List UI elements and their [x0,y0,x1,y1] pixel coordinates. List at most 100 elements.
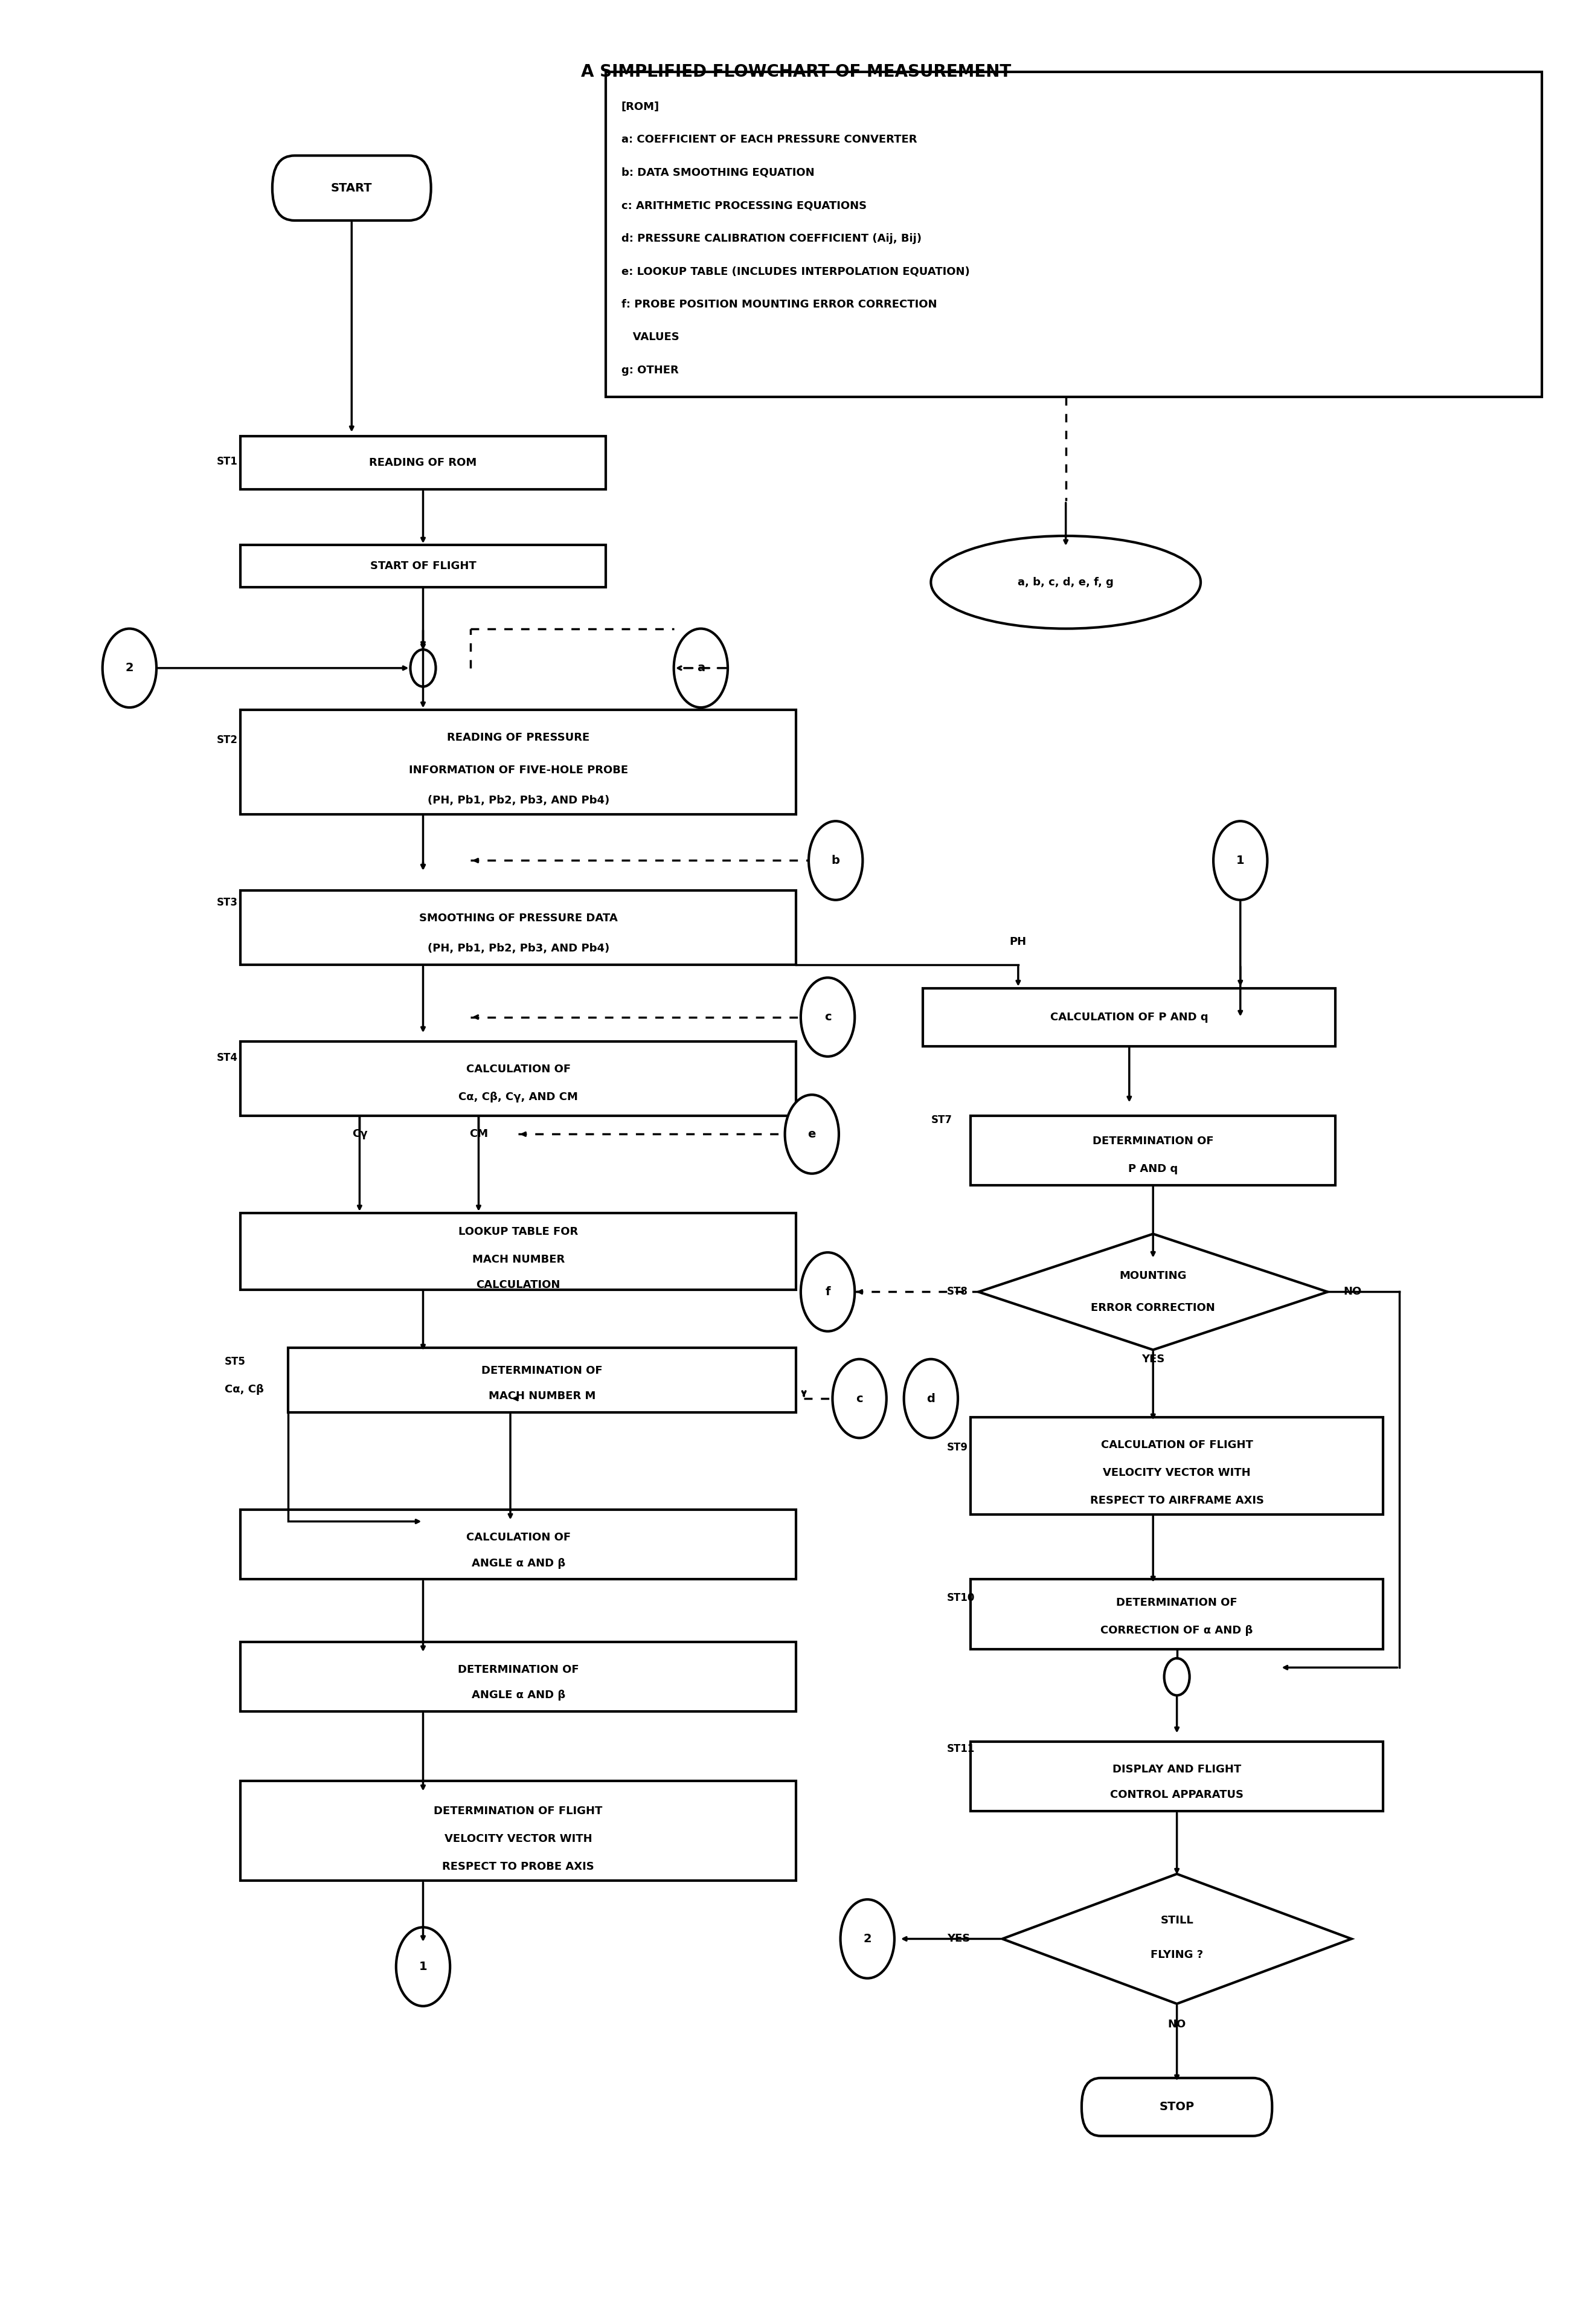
Text: DETERMINATION OF: DETERMINATION OF [1092,1136,1213,1146]
Circle shape [411,648,436,686]
Circle shape [801,978,855,1057]
Text: ST1: ST1 [217,456,237,467]
Circle shape [102,627,156,706]
Bar [240,709,796,813]
Text: c: c [856,1392,863,1404]
Text: CM: CM [470,1129,489,1139]
Text: CALCULATION: CALCULATION [476,1281,560,1290]
Bar [240,1780,796,1880]
Text: ST3: ST3 [217,897,237,909]
Text: DETERMINATION OF: DETERMINATION OF [457,1664,579,1676]
Text: ST5: ST5 [224,1355,245,1367]
Text: YES: YES [1141,1353,1165,1364]
Text: STOP: STOP [1159,2101,1194,2113]
Text: MACH NUMBER: MACH NUMBER [471,1255,565,1264]
Text: ST8: ST8 [947,1287,968,1297]
Circle shape [673,627,728,706]
Text: ST2: ST2 [217,734,237,746]
Circle shape [904,1360,958,1439]
Text: Cα, Cβ: Cα, Cβ [224,1383,264,1394]
Circle shape [801,1253,855,1332]
Bar [971,1418,1383,1515]
Bar [971,1116,1336,1185]
Text: e: e [807,1129,817,1139]
Polygon shape [979,1234,1328,1350]
Text: f: f [825,1285,831,1297]
Text: READING OF ROM: READING OF ROM [369,458,478,467]
Ellipse shape [931,537,1200,627]
Circle shape [841,1899,895,1978]
Text: c: ARITHMETIC PROCESSING EQUATIONS: c: ARITHMETIC PROCESSING EQUATIONS [621,200,866,211]
Polygon shape [1003,1873,1352,2003]
Text: e: LOOKUP TABLE (INCLUDES INTERPOLATION EQUATION): e: LOOKUP TABLE (INCLUDES INTERPOLATION … [621,265,970,277]
Text: STILL: STILL [1161,1915,1194,1927]
Bar [240,1213,796,1290]
Circle shape [785,1095,839,1174]
Text: CALCULATION OF: CALCULATION OF [466,1064,570,1074]
Text: VELOCITY VECTOR WITH: VELOCITY VECTOR WITH [1103,1466,1251,1478]
Text: 2: 2 [863,1934,871,1945]
Text: c: c [825,1011,831,1023]
Circle shape [1213,820,1267,899]
Text: SMOOTHING OF PRESSURE DATA: SMOOTHING OF PRESSURE DATA [419,913,618,925]
Text: 1: 1 [419,1961,427,1973]
Text: CALCULATION OF P AND q: CALCULATION OF P AND q [1051,1011,1208,1023]
Text: P AND q: P AND q [1129,1164,1178,1174]
Text: Cγ: Cγ [352,1129,368,1139]
Text: START OF FLIGHT: START OF FLIGHT [369,560,476,572]
Text: START: START [331,181,373,193]
Bar [288,1348,796,1413]
Circle shape [1164,1659,1189,1697]
Text: NO: NO [1169,2020,1186,2031]
Text: ST7: ST7 [931,1116,952,1125]
Text: d: PRESSURE CALIBRATION COEFFICIENT (Aij, Bij): d: PRESSURE CALIBRATION COEFFICIENT (Aij… [621,232,922,244]
Text: READING OF PRESSURE: READING OF PRESSURE [447,732,589,744]
Text: f: PROBE POSITION MOUNTING ERROR CORRECTION: f: PROBE POSITION MOUNTING ERROR CORRECT… [621,300,938,309]
Text: ST10: ST10 [947,1592,974,1604]
Bar [240,437,605,490]
Text: Cα, Cβ, Cγ, AND CM: Cα, Cβ, Cγ, AND CM [458,1092,578,1102]
FancyBboxPatch shape [272,156,431,221]
Text: CONTROL APPARATUS: CONTROL APPARATUS [1110,1789,1243,1801]
Text: b: b [831,855,841,867]
Text: VELOCITY VECTOR WITH: VELOCITY VECTOR WITH [444,1834,592,1845]
Text: ST4: ST4 [217,1053,237,1062]
Text: a: COEFFICIENT OF EACH PRESSURE CONVERTER: a: COEFFICIENT OF EACH PRESSURE CONVERTE… [621,135,917,144]
Text: [ROM]: [ROM] [621,102,659,112]
FancyBboxPatch shape [1081,2078,1272,2136]
Bar [240,546,605,588]
Text: A SIMPLIFIED FLOWCHART OF MEASUREMENT: A SIMPLIFIED FLOWCHART OF MEASUREMENT [581,63,1011,81]
Text: VALUES: VALUES [621,332,680,344]
Text: MACH NUMBER M: MACH NUMBER M [489,1390,595,1401]
Text: INFORMATION OF FIVE-HOLE PROBE: INFORMATION OF FIVE-HOLE PROBE [409,765,627,776]
Text: 1: 1 [1237,855,1245,867]
Text: d: d [927,1392,935,1404]
Circle shape [396,1927,451,2006]
Text: g: OTHER: g: OTHER [621,365,678,376]
Text: (PH, Pb1, Pb2, Pb3, AND Pb4): (PH, Pb1, Pb2, Pb3, AND Pb4) [427,944,610,955]
Text: 2: 2 [126,662,134,674]
Text: CALCULATION OF: CALCULATION OF [466,1532,570,1543]
Bar [240,1041,796,1116]
Text: (PH, Pb1, Pb2, Pb3, AND Pb4): (PH, Pb1, Pb2, Pb3, AND Pb4) [427,795,610,806]
Text: MOUNTING: MOUNTING [1119,1271,1186,1281]
Text: YES: YES [947,1934,970,1945]
Text: FLYING ?: FLYING ? [1151,1950,1204,1961]
Text: CORRECTION OF α AND β: CORRECTION OF α AND β [1100,1624,1253,1636]
Bar [923,988,1336,1046]
Text: a, b, c, d, e, f, g: a, b, c, d, e, f, g [1017,576,1114,588]
Text: ERROR CORRECTION: ERROR CORRECTION [1091,1304,1215,1313]
Text: a: a [697,662,705,674]
Text: DISPLAY AND FLIGHT: DISPLAY AND FLIGHT [1113,1764,1242,1776]
Circle shape [809,820,863,899]
Text: DETERMINATION OF: DETERMINATION OF [1116,1597,1237,1608]
Text: ANGLE α AND β: ANGLE α AND β [471,1557,565,1569]
Bar [971,1741,1383,1810]
Text: RESPECT TO AIRFRAME AXIS: RESPECT TO AIRFRAME AXIS [1091,1494,1264,1506]
Text: DETERMINATION OF FLIGHT: DETERMINATION OF FLIGHT [435,1806,603,1817]
Bar [240,890,796,964]
Text: NO: NO [1344,1287,1361,1297]
Text: ST11: ST11 [947,1743,974,1755]
Text: RESPECT TO PROBE AXIS: RESPECT TO PROBE AXIS [443,1862,594,1873]
Bar [240,1511,796,1580]
